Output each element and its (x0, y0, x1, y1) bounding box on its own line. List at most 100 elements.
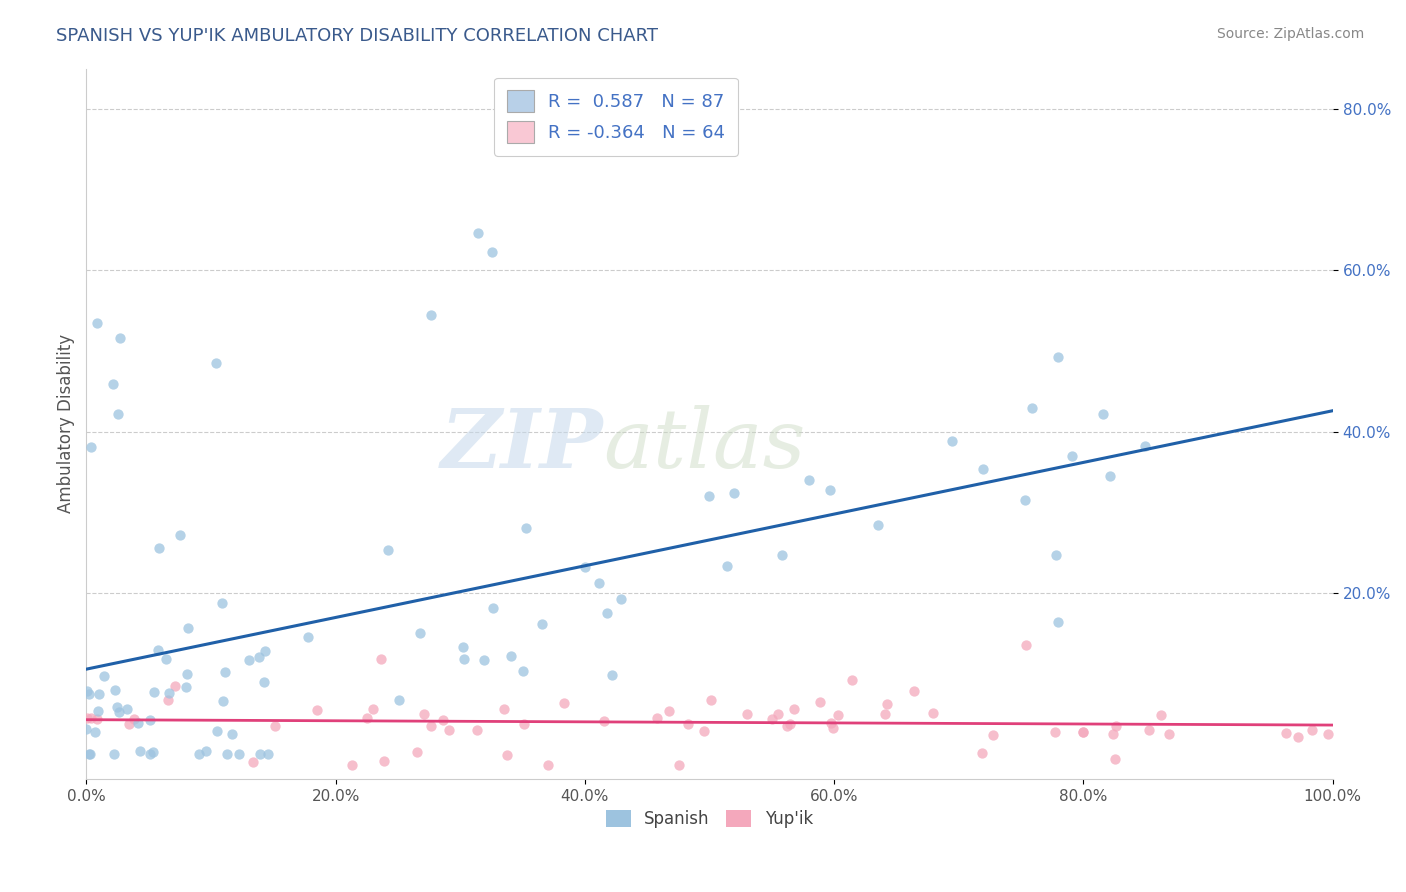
Point (86, 712, 108, 726)
Point (1099, 468, 1122, 483)
Point (676, 717, 699, 731)
Point (377, 543, 399, 558)
Point (139, 747, 162, 761)
Point (596, 607, 619, 621)
Point (127, 715, 149, 730)
Point (388, 693, 411, 707)
Point (406, 745, 429, 759)
Y-axis label: Ambulatory Disability: Ambulatory Disability (58, 334, 75, 513)
Point (922, 706, 945, 720)
Point (115, 701, 138, 715)
Text: Source: ZipAtlas.com: Source: ZipAtlas.com (1216, 27, 1364, 41)
Point (818, 483, 841, 497)
Point (93, 668, 115, 682)
Point (737, 706, 759, 721)
Point (297, 630, 319, 644)
Point (77, 687, 100, 701)
Point (1060, 449, 1083, 463)
Point (155, 652, 177, 666)
Point (75, 722, 97, 736)
Point (602, 667, 624, 681)
Point (221, 726, 243, 740)
Point (610, 592, 633, 607)
Point (465, 723, 488, 737)
Point (903, 683, 925, 698)
Text: ZIP: ZIP (441, 405, 603, 485)
Point (482, 600, 505, 615)
Point (242, 755, 264, 769)
Point (253, 644, 276, 658)
Point (537, 757, 560, 772)
Point (512, 664, 534, 678)
Point (981, 728, 1004, 742)
Point (413, 706, 436, 721)
Point (1150, 708, 1173, 723)
Point (766, 706, 789, 721)
Point (142, 745, 165, 759)
Point (139, 713, 162, 727)
Point (593, 714, 616, 728)
Point (340, 758, 363, 772)
Point (453, 652, 475, 666)
Point (103, 747, 125, 761)
Point (215, 747, 238, 761)
Point (1159, 727, 1181, 741)
Point (249, 747, 271, 761)
Point (716, 559, 738, 574)
Point (361, 701, 384, 715)
Point (169, 528, 191, 542)
Point (553, 697, 575, 711)
Point (875, 707, 897, 722)
Point (108, 705, 131, 719)
Point (212, 694, 235, 708)
Point (157, 693, 180, 707)
Point (370, 652, 392, 666)
Point (1046, 350, 1069, 364)
Point (105, 699, 128, 714)
Point (574, 559, 596, 574)
Point (697, 489, 720, 503)
Point (409, 625, 432, 640)
Point (419, 308, 441, 322)
Point (467, 226, 489, 240)
Point (1137, 723, 1160, 737)
Point (176, 667, 198, 681)
Point (373, 754, 395, 768)
Point (148, 642, 170, 657)
Point (1071, 724, 1094, 739)
Point (205, 723, 228, 738)
Point (1301, 723, 1323, 737)
Point (820, 716, 842, 731)
Point (1014, 492, 1036, 507)
Point (118, 716, 141, 731)
Point (1275, 725, 1298, 739)
Point (77, 747, 100, 761)
Point (1317, 727, 1340, 741)
Point (163, 679, 186, 693)
Point (841, 673, 863, 687)
Point (1071, 724, 1094, 739)
Point (700, 693, 723, 707)
Point (1046, 615, 1069, 630)
Point (177, 621, 200, 635)
Point (761, 712, 783, 726)
Point (808, 695, 831, 709)
Point (827, 708, 849, 723)
Point (453, 640, 475, 655)
Point (823, 721, 845, 735)
Point (1135, 439, 1157, 453)
Point (87, 704, 110, 718)
Point (1105, 719, 1128, 733)
Legend: Spanish, Yup'ik: Spanish, Yup'ik (599, 803, 820, 835)
Point (515, 521, 537, 535)
Point (228, 747, 250, 761)
Point (214, 665, 236, 679)
Point (970, 747, 993, 761)
Point (668, 758, 690, 772)
Point (494, 702, 516, 716)
Point (658, 704, 681, 718)
Point (588, 576, 610, 591)
Point (356, 711, 378, 725)
Point (972, 462, 994, 476)
Point (264, 719, 287, 733)
